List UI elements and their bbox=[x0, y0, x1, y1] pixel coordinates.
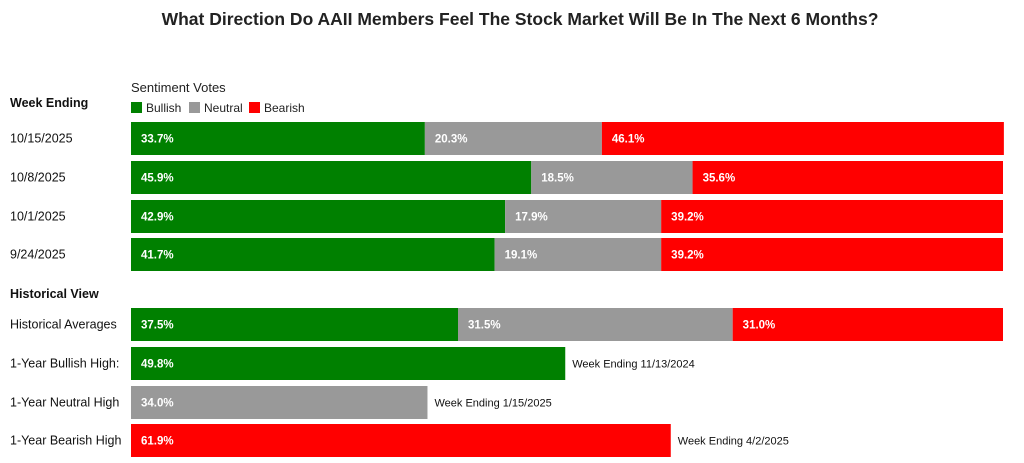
bearish-high-row-label: 1-Year Bearish High bbox=[10, 434, 121, 448]
week-row-1-bar-bullish bbox=[131, 122, 425, 155]
bullish-high-row-value: 49.8% bbox=[141, 359, 174, 371]
week-row-2-bar-neutral bbox=[531, 161, 693, 194]
week-row-3-value-bearish: 39.2% bbox=[671, 212, 704, 224]
week-row-1-label: 10/15/2025 bbox=[10, 132, 73, 146]
week-row-4-bar-bearish bbox=[661, 238, 1003, 271]
bearish-high-row-bar bbox=[131, 424, 671, 457]
bullish-high-row-note: Week Ending 11/13/2024 bbox=[572, 359, 695, 371]
legend-swatch-neutral bbox=[189, 102, 200, 113]
week-row-1-bar-neutral bbox=[424, 122, 602, 155]
week-row-3-bar-bullish bbox=[131, 200, 506, 233]
week-row-2-bar-bullish bbox=[131, 161, 532, 194]
week-row-2-value-bullish: 45.9% bbox=[141, 173, 174, 185]
week-row-3-value-neutral: 17.9% bbox=[515, 212, 548, 224]
week-ending-header: Week Ending bbox=[10, 96, 88, 110]
legend-swatch-bearish bbox=[249, 102, 260, 113]
historical-averages-row-value-bullish: 37.5% bbox=[141, 320, 174, 332]
week-row-4-value-bearish: 39.2% bbox=[671, 250, 704, 262]
bars-group: 10/15/2025 33.7% 20.3% 46.1% 10/8/2025 45.9% 1… bbox=[10, 122, 1004, 457]
legend-label-neutral: Neutral bbox=[204, 101, 243, 115]
week-row-1-value-neutral: 20.3% bbox=[435, 134, 468, 146]
week-row-4-bar-bullish bbox=[131, 238, 495, 271]
legend-label-bearish: Bearish bbox=[264, 101, 305, 115]
historical-averages-row-bar-bullish bbox=[131, 308, 458, 341]
week-row-2-value-neutral: 18.5% bbox=[541, 173, 574, 185]
week-row-2-bar-bearish bbox=[692, 161, 1003, 194]
week-row-4-value-neutral: 19.1% bbox=[505, 250, 538, 262]
neutral-high-row-note: Week Ending 1/15/2025 bbox=[434, 398, 551, 410]
historical-view-header: Historical View bbox=[10, 287, 99, 301]
legend-title: Sentiment Votes bbox=[131, 80, 226, 95]
historical-averages-row-bar-bearish bbox=[732, 308, 1003, 341]
week-row-3-bar-neutral bbox=[505, 200, 662, 233]
week-row-1-bar-bearish bbox=[601, 122, 1004, 155]
bullish-high-row-bar bbox=[131, 347, 566, 380]
week-row-1-value-bullish: 33.7% bbox=[141, 134, 174, 146]
bearish-high-row-note: Week Ending 4/2/2025 bbox=[678, 436, 789, 448]
historical-averages-row-bar-neutral bbox=[458, 308, 733, 341]
week-row-4-bar-neutral bbox=[494, 238, 662, 271]
bearish-high-row-value: 61.9% bbox=[141, 436, 174, 448]
week-row-3-bar-bearish bbox=[661, 200, 1003, 233]
week-row-2-value-bearish: 35.6% bbox=[703, 173, 736, 185]
neutral-high-row-label: 1-Year Neutral High bbox=[10, 396, 119, 410]
legend-label-bullish: Bullish bbox=[146, 101, 181, 115]
neutral-high-row-value: 34.0% bbox=[141, 398, 174, 410]
chart-title: What Direction Do AAII Members Feel The … bbox=[162, 9, 879, 29]
neutral-high-row-bar bbox=[131, 386, 428, 419]
week-row-2-label: 10/8/2025 bbox=[10, 171, 66, 185]
historical-averages-row-value-bearish: 31.0% bbox=[743, 320, 776, 332]
week-row-4-value-bullish: 41.7% bbox=[141, 250, 174, 262]
legend: Bullish Neutral Bearish bbox=[131, 101, 305, 115]
week-row-3-value-bullish: 42.9% bbox=[141, 212, 174, 224]
week-row-3-label: 10/1/2025 bbox=[10, 210, 66, 224]
legend-swatch-bullish bbox=[131, 102, 142, 113]
week-row-4-label: 9/24/2025 bbox=[10, 248, 66, 262]
bullish-high-row-label: 1-Year Bullish High: bbox=[10, 357, 119, 371]
historical-averages-row-value-neutral: 31.5% bbox=[468, 320, 501, 332]
historical-averages-row-label: Historical Averages bbox=[10, 318, 117, 332]
week-row-1-value-bearish: 46.1% bbox=[612, 134, 645, 146]
